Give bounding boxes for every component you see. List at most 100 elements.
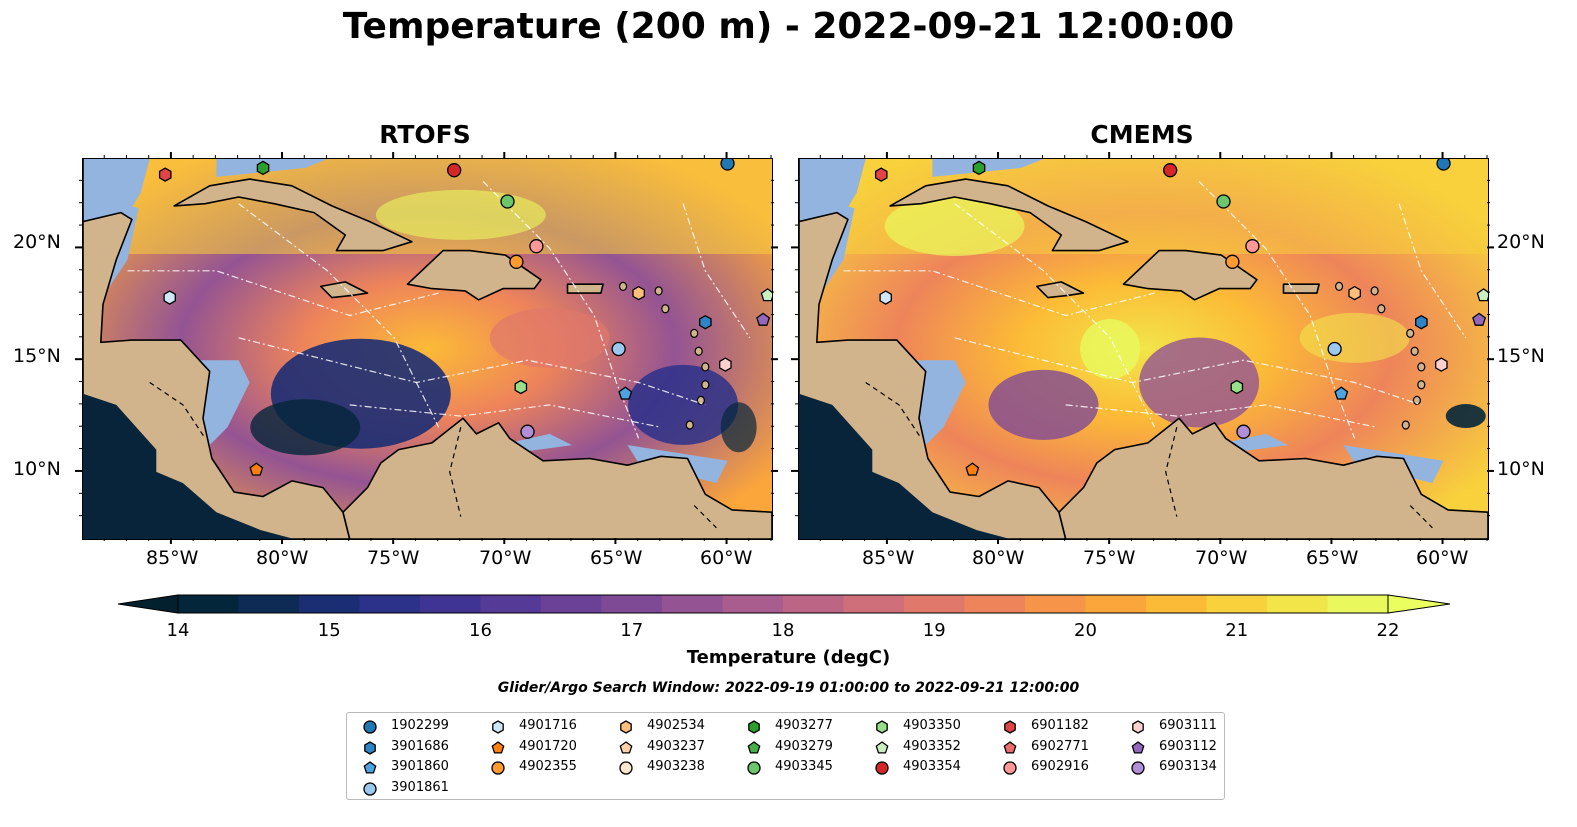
legend-label: 3901861 [391, 779, 449, 795]
colorbar-bin [662, 595, 724, 613]
colorbar-tick-label: 15 [317, 620, 341, 641]
colorbar-tick-label: 16 [469, 620, 492, 641]
float-marker [756, 312, 771, 326]
float-marker [1230, 379, 1244, 395]
pentagon-marker-icon [363, 761, 377, 774]
map-panel-cmems [798, 158, 1489, 540]
legend-label: 4902355 [519, 759, 577, 774]
map-panel-rtofs [82, 158, 773, 540]
legend-label: 6903111 [1159, 718, 1217, 733]
float-marker [972, 160, 986, 176]
colorbar-bin [420, 595, 482, 613]
hexagon-marker-icon [364, 740, 376, 755]
hexagon-marker-icon [748, 720, 760, 734]
float-marker [1225, 254, 1240, 269]
float-marker [509, 254, 524, 269]
colorbar-bin [541, 595, 603, 613]
x-tick-label: 85°W [862, 547, 915, 569]
pentagon-marker-icon [1131, 740, 1145, 754]
colorbar-label: Temperature (degC) [686, 647, 891, 668]
x-tick-label: 75°W [367, 547, 420, 569]
legend-label: 4903350 [903, 718, 961, 733]
legend-label: 4903277 [775, 718, 833, 733]
x-tick-label: 75°W [1083, 547, 1136, 569]
float-marker [1415, 314, 1428, 330]
float-legend: 1902299 3901686 3901860 3901861 4901716 49017… [346, 712, 1225, 800]
pentagon-marker-icon [1003, 740, 1017, 754]
circle-marker-icon [1003, 761, 1017, 775]
colorbar-extend-low [117, 594, 179, 614]
float-marker [256, 160, 270, 176]
float-marker [632, 285, 645, 301]
legend-label: 4903237 [647, 738, 705, 754]
hexagon-marker-icon [1004, 720, 1016, 734]
float-marker [1163, 163, 1178, 178]
colorbar-tick-label: 19 [922, 620, 946, 641]
x-tick-label: 85°W [146, 547, 199, 569]
hexagon-marker-icon [876, 720, 888, 734]
legend-label: 6902771 [1031, 738, 1089, 754]
legend-label: 4903352 [903, 738, 961, 754]
colorbar-bin [1327, 595, 1389, 613]
float-marker [158, 167, 172, 182]
colorbar-bin [238, 595, 300, 613]
panel-title-cmems: CMEMS [1090, 120, 1194, 149]
circle-marker-icon [619, 761, 633, 775]
colorbar-tick-label: 20 [1074, 620, 1097, 641]
legend-label: 4903345 [775, 759, 833, 774]
pentagon-marker-icon [491, 740, 505, 754]
circle-marker-icon [363, 720, 377, 734]
float-marker [1435, 357, 1448, 372]
float-marker [719, 357, 732, 372]
float-marker [1245, 239, 1260, 254]
x-tick-label: 65°W [1306, 547, 1359, 569]
float-marker [447, 163, 462, 178]
colorbar-bin [359, 595, 421, 613]
hexagon-marker-icon [620, 720, 632, 734]
colorbar-bin [1206, 595, 1268, 613]
colorbar-tick-label: 14 [166, 620, 190, 641]
hexagon-marker-icon [1132, 720, 1144, 734]
colorbar-bin [299, 595, 361, 613]
float-marker [500, 194, 515, 209]
colorbar-bin [783, 595, 845, 613]
colorbar-bin [722, 595, 784, 613]
figure-title: Temperature (200 m) - 2022-09-21 12:00:0… [342, 6, 1235, 47]
colorbar-bin [601, 595, 663, 613]
legend-label: 6903134 [1159, 759, 1217, 774]
circle-marker-icon [747, 761, 761, 775]
colorbar-bin [1085, 595, 1147, 613]
legend-label: 6901182 [1031, 718, 1089, 733]
legend-label: 4903238 [647, 759, 705, 774]
float-marker [1216, 194, 1231, 209]
colorbar-tick-label: 21 [1225, 620, 1249, 641]
float-marker [249, 462, 264, 476]
x-tick-label: 70°W [479, 547, 532, 569]
y-tick-label: 20°N [13, 231, 61, 253]
float-marker [1436, 159, 1451, 171]
float-marker [699, 314, 712, 330]
float-marker [618, 386, 633, 400]
search-window-caption: Glider/Argo Search Window: 2022-09-19 01… [497, 680, 1080, 696]
colorbar-bin [178, 595, 240, 613]
legend-label: 1902299 [391, 718, 449, 733]
x-tick-label: 80°W [256, 547, 309, 569]
float-marker [1334, 386, 1349, 400]
legend-label: 3901686 [391, 738, 449, 754]
colorbar-tick-label: 17 [620, 620, 644, 641]
colorbar-bin [1267, 595, 1329, 613]
float-marker [720, 159, 735, 171]
colorbar-bin [1025, 595, 1087, 613]
x-tick-label: 60°W [1416, 547, 1469, 569]
colorbar-tick-label: 22 [1376, 620, 1400, 641]
colorbar-tick-label: 18 [771, 620, 795, 641]
y-tick-label: 20°N [1497, 231, 1545, 253]
legend-label: 4901716 [519, 718, 577, 733]
legend-label: 3901860 [391, 759, 449, 774]
float-marker [611, 341, 626, 357]
panel-title-rtofs: RTOFS [379, 120, 471, 149]
colorbar-bin [964, 595, 1026, 613]
x-tick-label: 70°W [1195, 547, 1248, 569]
colorbar-bin [1146, 595, 1208, 613]
